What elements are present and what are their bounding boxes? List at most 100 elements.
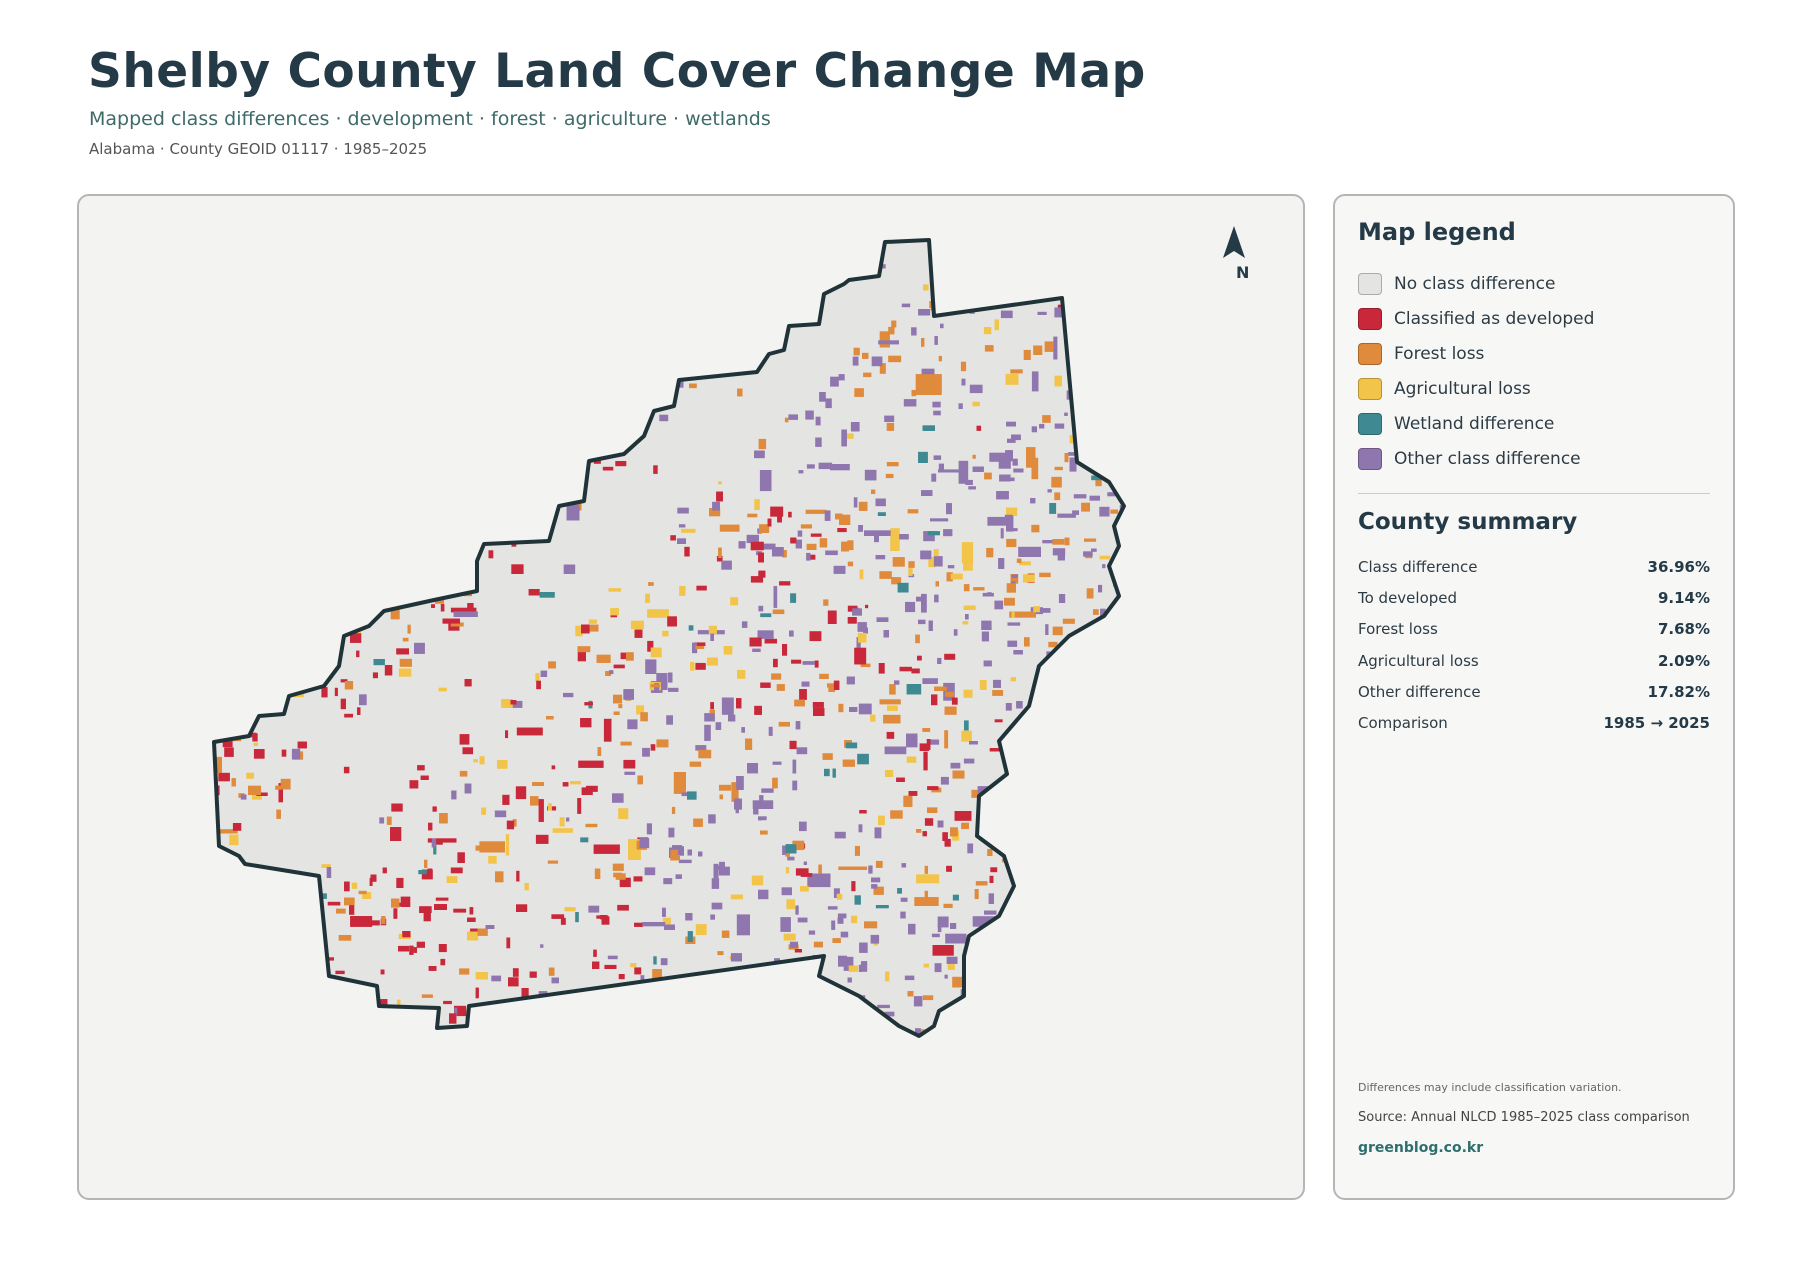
change-patch	[234, 962, 240, 968]
change-patch	[431, 838, 437, 848]
change-patch	[488, 343, 497, 347]
change-patch	[1110, 333, 1118, 339]
change-patch	[475, 987, 479, 999]
change-patch	[1102, 564, 1106, 569]
change-patch	[834, 831, 846, 839]
change-patch	[887, 705, 898, 711]
change-patch	[524, 493, 532, 501]
change-patch	[658, 1017, 664, 1023]
change-patch	[677, 989, 688, 996]
change-patch	[485, 925, 495, 929]
legend-swatch	[1358, 272, 1382, 295]
change-patch	[642, 922, 666, 927]
change-patch	[488, 856, 497, 864]
change-patch	[302, 636, 308, 646]
change-patch	[520, 424, 532, 434]
change-patch	[738, 1006, 745, 1012]
change-patch	[480, 383, 484, 394]
change-patch	[670, 856, 680, 861]
change-patch	[436, 412, 442, 424]
change-patch	[758, 438, 767, 450]
change-patch	[567, 349, 580, 364]
change-patch	[301, 286, 307, 292]
change-patch	[973, 587, 985, 591]
change-patch	[228, 305, 238, 312]
change-patch	[1009, 477, 1015, 482]
change-patch	[908, 923, 916, 935]
change-patch	[640, 347, 650, 354]
change-patch	[1103, 872, 1112, 879]
change-patch	[781, 993, 794, 1002]
change-patch	[240, 794, 247, 800]
change-patch	[944, 730, 949, 749]
change-patch	[1091, 548, 1097, 552]
change-patch	[537, 398, 546, 404]
change-patch	[795, 539, 802, 549]
change-patch	[640, 975, 645, 994]
change-patch	[624, 771, 636, 775]
change-patch	[225, 524, 238, 528]
change-patch	[349, 902, 355, 915]
site-link[interactable]: greenblog.co.kr	[1358, 1140, 1484, 1156]
change-patch	[1060, 856, 1068, 867]
map-panel[interactable]	[77, 194, 1305, 1200]
change-patch	[341, 270, 350, 275]
change-patch	[633, 876, 643, 882]
page-subtitle: Mapped class differences · development ·…	[89, 108, 771, 130]
change-patch	[736, 698, 742, 709]
change-patch	[681, 792, 688, 797]
change-patch	[1105, 932, 1111, 938]
change-patch	[969, 384, 983, 394]
change-patch	[877, 1004, 890, 1009]
change-patch	[610, 608, 619, 616]
change-patch	[694, 258, 708, 269]
change-patch	[1031, 426, 1037, 433]
change-patch	[830, 376, 839, 387]
change-patch	[837, 528, 847, 533]
change-patch	[709, 349, 723, 357]
change-patch	[647, 640, 654, 652]
change-patch	[402, 467, 415, 475]
change-patch	[470, 928, 483, 933]
change-patch	[398, 945, 409, 952]
change-patch	[1113, 343, 1117, 348]
change-patch	[645, 659, 657, 674]
change-patch	[508, 977, 519, 987]
change-patch	[942, 832, 948, 841]
change-patch	[1114, 455, 1124, 462]
change-patch	[1121, 732, 1124, 741]
change-patch	[927, 807, 938, 813]
change-patch	[879, 571, 892, 579]
change-patch	[854, 647, 867, 665]
change-patch	[846, 676, 855, 685]
change-patch	[947, 963, 955, 970]
change-patch	[960, 361, 967, 372]
change-patch	[264, 995, 271, 1000]
change-patch	[1058, 594, 1066, 603]
change-patch	[908, 568, 913, 576]
change-patch	[719, 861, 725, 867]
change-patch	[479, 756, 485, 765]
change-patch	[759, 286, 766, 294]
change-patch	[337, 563, 348, 571]
change-patch	[264, 277, 274, 281]
change-patch	[1119, 899, 1123, 905]
change-patch	[344, 681, 354, 690]
change-patch	[1056, 247, 1067, 256]
county-map[interactable]	[79, 196, 1303, 1198]
change-patch	[1006, 583, 1016, 593]
change-patch	[789, 630, 794, 637]
change-patch	[421, 994, 433, 998]
change-patch	[613, 872, 622, 878]
change-patch	[388, 417, 402, 425]
change-patch	[345, 570, 356, 580]
change-patch	[950, 827, 958, 837]
change-patch	[454, 480, 462, 485]
change-patch	[552, 1032, 560, 1036]
change-patch	[543, 485, 555, 491]
change-patch	[1075, 261, 1081, 266]
change-patch	[1050, 962, 1061, 967]
change-patch	[1045, 838, 1060, 846]
change-patch	[945, 933, 967, 944]
change-patch	[702, 982, 713, 989]
